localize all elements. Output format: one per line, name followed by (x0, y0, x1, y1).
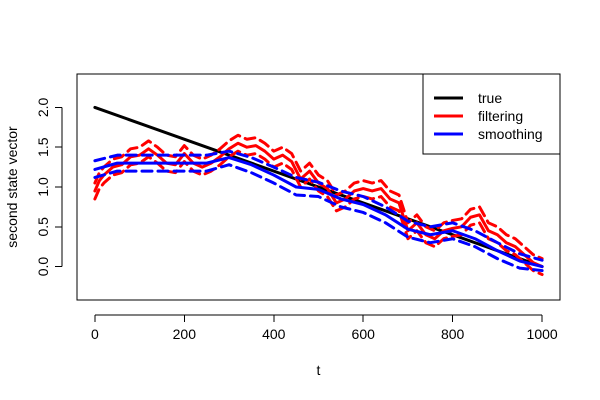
y-tick-label: 0.5 (35, 217, 51, 237)
y-tick-label: 0.0 (35, 257, 51, 277)
x-axis-title: t (317, 362, 321, 378)
x-tick-label: 800 (441, 326, 465, 342)
legend-label-smoothing: smoothing (478, 126, 543, 142)
x-tick-label: 200 (173, 326, 197, 342)
x-tick-label: 1000 (527, 326, 558, 342)
y-tick-label: 2.0 (35, 97, 51, 117)
x-tick-label: 0 (91, 326, 99, 342)
y-tick-label: 1.5 (35, 137, 51, 157)
x-tick-label: 600 (352, 326, 376, 342)
legend-label-filtering: filtering (478, 108, 523, 124)
y-tick-label: 1.0 (35, 177, 51, 197)
legend-label-true: true (478, 90, 502, 106)
y-axis-title: second state vector (4, 126, 20, 248)
x-tick-label: 400 (262, 326, 286, 342)
